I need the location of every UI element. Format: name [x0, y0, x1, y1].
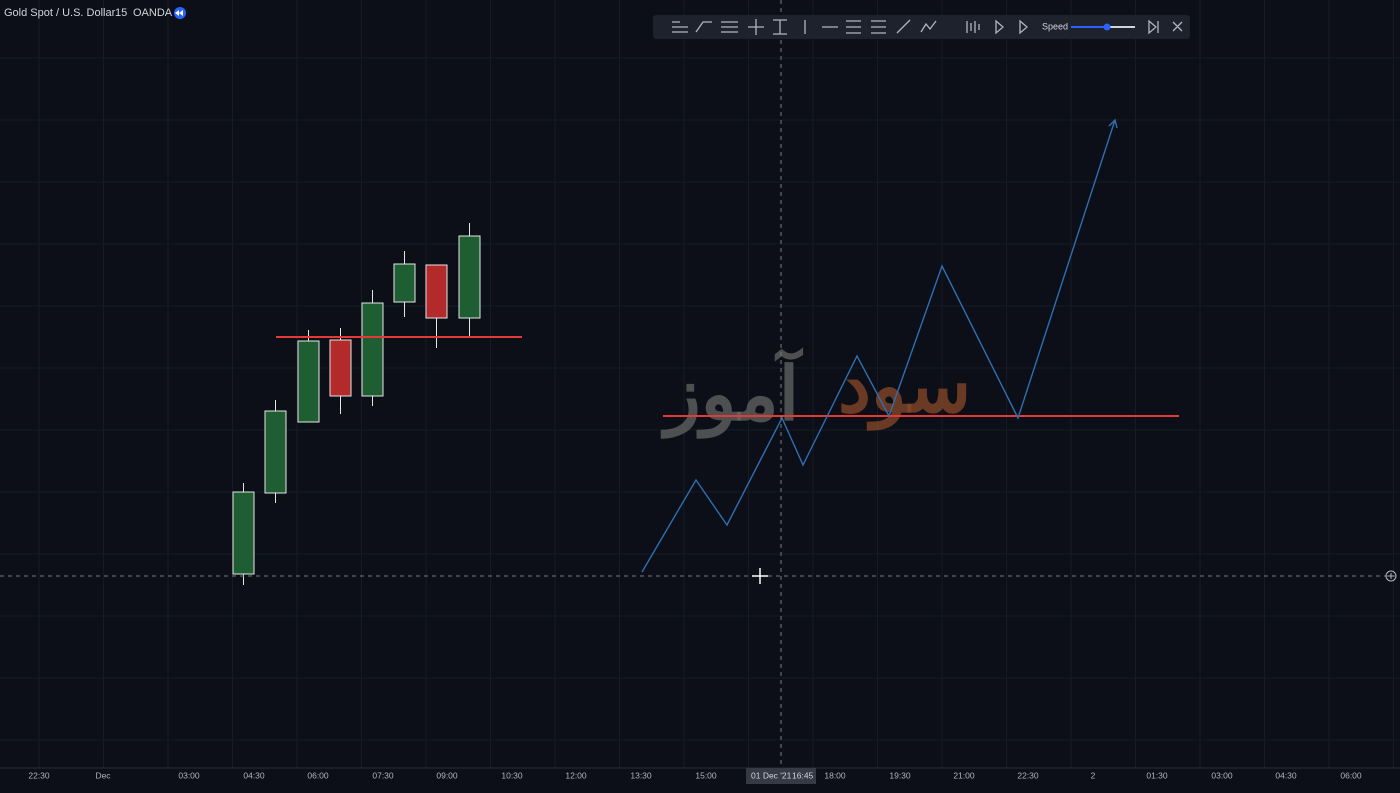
- time-tick-label: 22:30: [28, 770, 50, 780]
- drawing-tool-icons[interactable]: [672, 19, 937, 35]
- time-tick-label: 12:00: [565, 770, 587, 780]
- time-tick-label: 13:30: [630, 770, 652, 780]
- time-tick-label: 07:30: [372, 770, 394, 780]
- replay-control-icons[interactable]: [966, 19, 1183, 35]
- time-axis-bg: [0, 768, 1400, 788]
- watermark-part1: سود: [838, 345, 971, 432]
- time-tick-label: 03:00: [178, 770, 200, 780]
- time-tick-label: 22:30: [1017, 770, 1039, 780]
- add-alert[interactable]: [1385, 570, 1397, 582]
- time-tick-label: 04:30: [243, 770, 265, 780]
- candle-body: [425, 264, 448, 319]
- time-axis: 22:30 Dec 03:00 04:30 06:00 07:30 09:00 10:30 12…: [28, 770, 1362, 780]
- watermark-part2: آموز: [660, 348, 804, 440]
- add-alert-icon: [1388, 573, 1394, 579]
- arrow-head: [1108, 118, 1118, 129]
- time-tick-label: 09:00: [436, 770, 458, 780]
- time-tick-label: 15:00: [695, 770, 717, 780]
- candle-body: [297, 340, 320, 423]
- candle-body: [232, 491, 255, 575]
- replay-toolbar: Speed: [653, 15, 1190, 39]
- time-tick-label: 06:00: [1340, 770, 1362, 780]
- time-tick-label: 21:00: [953, 770, 975, 780]
- interval: 15: [115, 7, 127, 19]
- time-tick-label: 2: [1091, 770, 1096, 780]
- crosshair-time-badge: [746, 768, 816, 784]
- replay-icon: [175, 10, 183, 16]
- candle-body: [329, 339, 352, 397]
- time-tick-label: 03:00: [1211, 770, 1233, 780]
- grid: [0, 0, 1400, 768]
- speed-label: Speed: [1042, 21, 1068, 31]
- time-tick-label: 19:30: [889, 770, 911, 780]
- time-tick-label: 10:30: [501, 770, 523, 780]
- time-tick-label: 04:30: [1275, 770, 1297, 780]
- candle-body: [458, 235, 481, 319]
- cursor: [752, 568, 768, 584]
- candle-body: [264, 410, 287, 494]
- time-tick-label: 18:00: [824, 770, 846, 780]
- candles: [232, 223, 481, 585]
- candle-body: [393, 263, 416, 303]
- crosshair-date: 01 Dec '21: [751, 770, 792, 780]
- time-tick-label: 01:30: [1146, 770, 1168, 780]
- speed-handle[interactable]: [1103, 23, 1111, 31]
- time-tick-label: 06:00: [307, 770, 329, 780]
- symbol-title: Gold Spot / U.S. Dollar: [4, 7, 116, 19]
- path-drawing[interactable]: [641, 119, 1116, 573]
- candle-body: [361, 302, 384, 397]
- source: OANDA: [133, 7, 173, 19]
- time-tick-label: Dec: [95, 770, 111, 780]
- crosshair-time: 16:45: [792, 770, 814, 780]
- toolbar-bg: [653, 15, 1190, 39]
